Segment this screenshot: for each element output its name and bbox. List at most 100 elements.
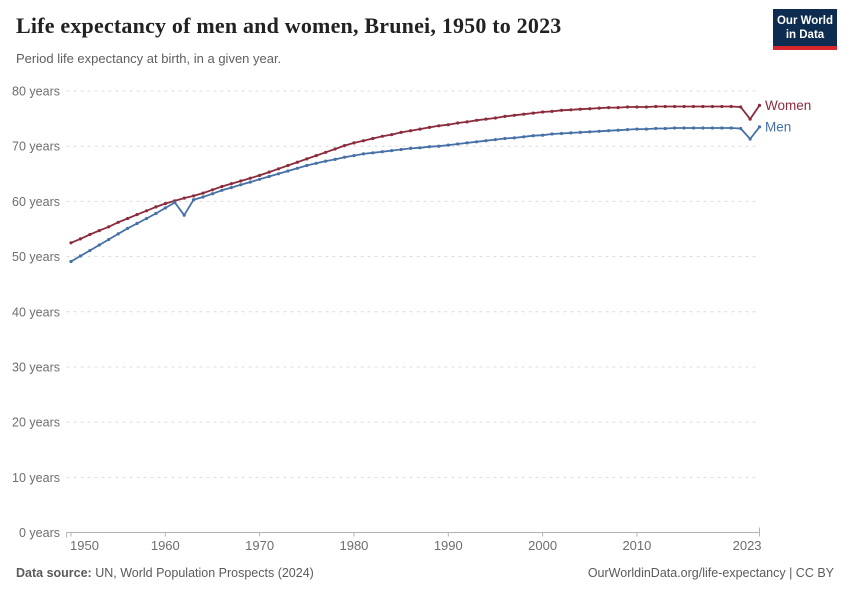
- data-point[interactable]: [116, 232, 120, 236]
- data-point[interactable]: [588, 130, 592, 134]
- data-point[interactable]: [324, 159, 328, 163]
- data-point[interactable]: [673, 126, 677, 130]
- data-point[interactable]: [616, 106, 620, 110]
- data-point[interactable]: [333, 157, 337, 161]
- data-point[interactable]: [559, 131, 564, 136]
- data-point[interactable]: [144, 209, 149, 213]
- data-point[interactable]: [578, 130, 582, 134]
- data-point[interactable]: [663, 126, 667, 131]
- data-point[interactable]: [361, 139, 365, 143]
- data-point[interactable]: [342, 155, 347, 159]
- data-point[interactable]: [135, 213, 139, 217]
- data-point[interactable]: [295, 160, 299, 164]
- data-point[interactable]: [531, 111, 535, 115]
- data-point[interactable]: [673, 104, 677, 109]
- data-point[interactable]: [371, 136, 375, 141]
- data-point[interactable]: [503, 136, 507, 141]
- data-point[interactable]: [210, 192, 215, 196]
- data-point[interactable]: [644, 127, 649, 131]
- data-point[interactable]: [691, 126, 696, 130]
- data-point[interactable]: [78, 254, 82, 258]
- data-point[interactable]: [192, 194, 196, 198]
- data-point[interactable]: [446, 123, 450, 127]
- data-point[interactable]: [201, 191, 205, 195]
- data-point[interactable]: [258, 177, 262, 181]
- data-point[interactable]: [522, 135, 526, 139]
- data-point[interactable]: [220, 184, 224, 189]
- data-point[interactable]: [729, 104, 733, 109]
- data-point[interactable]: [522, 112, 526, 116]
- data-point[interactable]: [324, 150, 328, 154]
- data-point[interactable]: [437, 144, 441, 148]
- data-point[interactable]: [456, 121, 460, 125]
- data-point[interactable]: [154, 205, 158, 209]
- data-point[interactable]: [559, 108, 564, 112]
- data-point[interactable]: [248, 180, 252, 184]
- data-point[interactable]: [295, 166, 299, 170]
- data-point[interactable]: [484, 117, 488, 121]
- data-point[interactable]: [399, 147, 403, 152]
- data-point[interactable]: [409, 146, 413, 150]
- data-point[interactable]: [144, 216, 149, 221]
- data-point[interactable]: [229, 186, 233, 190]
- data-point[interactable]: [239, 183, 243, 187]
- data-point[interactable]: [390, 133, 394, 137]
- data-point[interactable]: [69, 259, 73, 264]
- data-point[interactable]: [88, 248, 92, 253]
- data-point[interactable]: [484, 139, 488, 143]
- data-point[interactable]: [625, 128, 630, 132]
- data-point[interactable]: [569, 108, 573, 112]
- data-point[interactable]: [333, 147, 337, 151]
- data-point[interactable]: [97, 229, 101, 233]
- data-point[interactable]: [116, 220, 120, 224]
- data-point[interactable]: [78, 237, 82, 241]
- data-point[interactable]: [427, 145, 431, 149]
- data-point[interactable]: [607, 129, 611, 133]
- data-point[interactable]: [276, 167, 281, 171]
- data-point[interactable]: [409, 129, 413, 133]
- data-point[interactable]: [503, 114, 507, 118]
- data-point[interactable]: [192, 198, 196, 202]
- footer-credit-link[interactable]: OurWorldinData.org/life-expectancy | CC …: [587, 566, 834, 580]
- data-point[interactable]: [720, 126, 724, 130]
- data-point[interactable]: [682, 126, 686, 130]
- data-point[interactable]: [276, 172, 281, 176]
- data-point[interactable]: [541, 133, 545, 137]
- series-women[interactable]: Women: [69, 98, 811, 245]
- data-point[interactable]: [446, 143, 450, 147]
- data-point[interactable]: [607, 106, 611, 110]
- data-point[interactable]: [588, 107, 592, 111]
- series-line-women[interactable]: [70, 104, 761, 244]
- data-point[interactable]: [635, 105, 639, 109]
- data-point[interactable]: [475, 140, 479, 144]
- data-point[interactable]: [390, 149, 394, 153]
- data-point[interactable]: [173, 200, 177, 205]
- data-point[interactable]: [475, 118, 479, 122]
- data-point[interactable]: [757, 125, 762, 129]
- data-point[interactable]: [465, 141, 469, 145]
- data-point[interactable]: [314, 154, 318, 158]
- data-point[interactable]: [493, 116, 497, 120]
- data-point[interactable]: [757, 103, 762, 107]
- data-point[interactable]: [229, 182, 233, 186]
- data-point[interactable]: [569, 131, 573, 135]
- data-point[interactable]: [418, 146, 422, 150]
- data-point[interactable]: [597, 129, 601, 133]
- data-point[interactable]: [654, 126, 658, 131]
- data-point[interactable]: [399, 130, 403, 134]
- data-point[interactable]: [748, 117, 752, 121]
- data-point[interactable]: [135, 221, 139, 226]
- data-point[interactable]: [258, 173, 262, 177]
- data-point[interactable]: [654, 104, 658, 109]
- data-point[interactable]: [456, 142, 460, 146]
- series-label-men[interactable]: Men: [765, 119, 791, 134]
- data-point[interactable]: [682, 104, 686, 109]
- data-point[interactable]: [305, 157, 309, 161]
- data-point[interactable]: [380, 134, 384, 138]
- data-point[interactable]: [512, 113, 516, 117]
- data-point[interactable]: [182, 196, 186, 200]
- data-point[interactable]: [239, 179, 243, 183]
- data-point[interactable]: [748, 137, 752, 141]
- series-label-women[interactable]: Women: [765, 98, 811, 113]
- data-point[interactable]: [305, 163, 309, 168]
